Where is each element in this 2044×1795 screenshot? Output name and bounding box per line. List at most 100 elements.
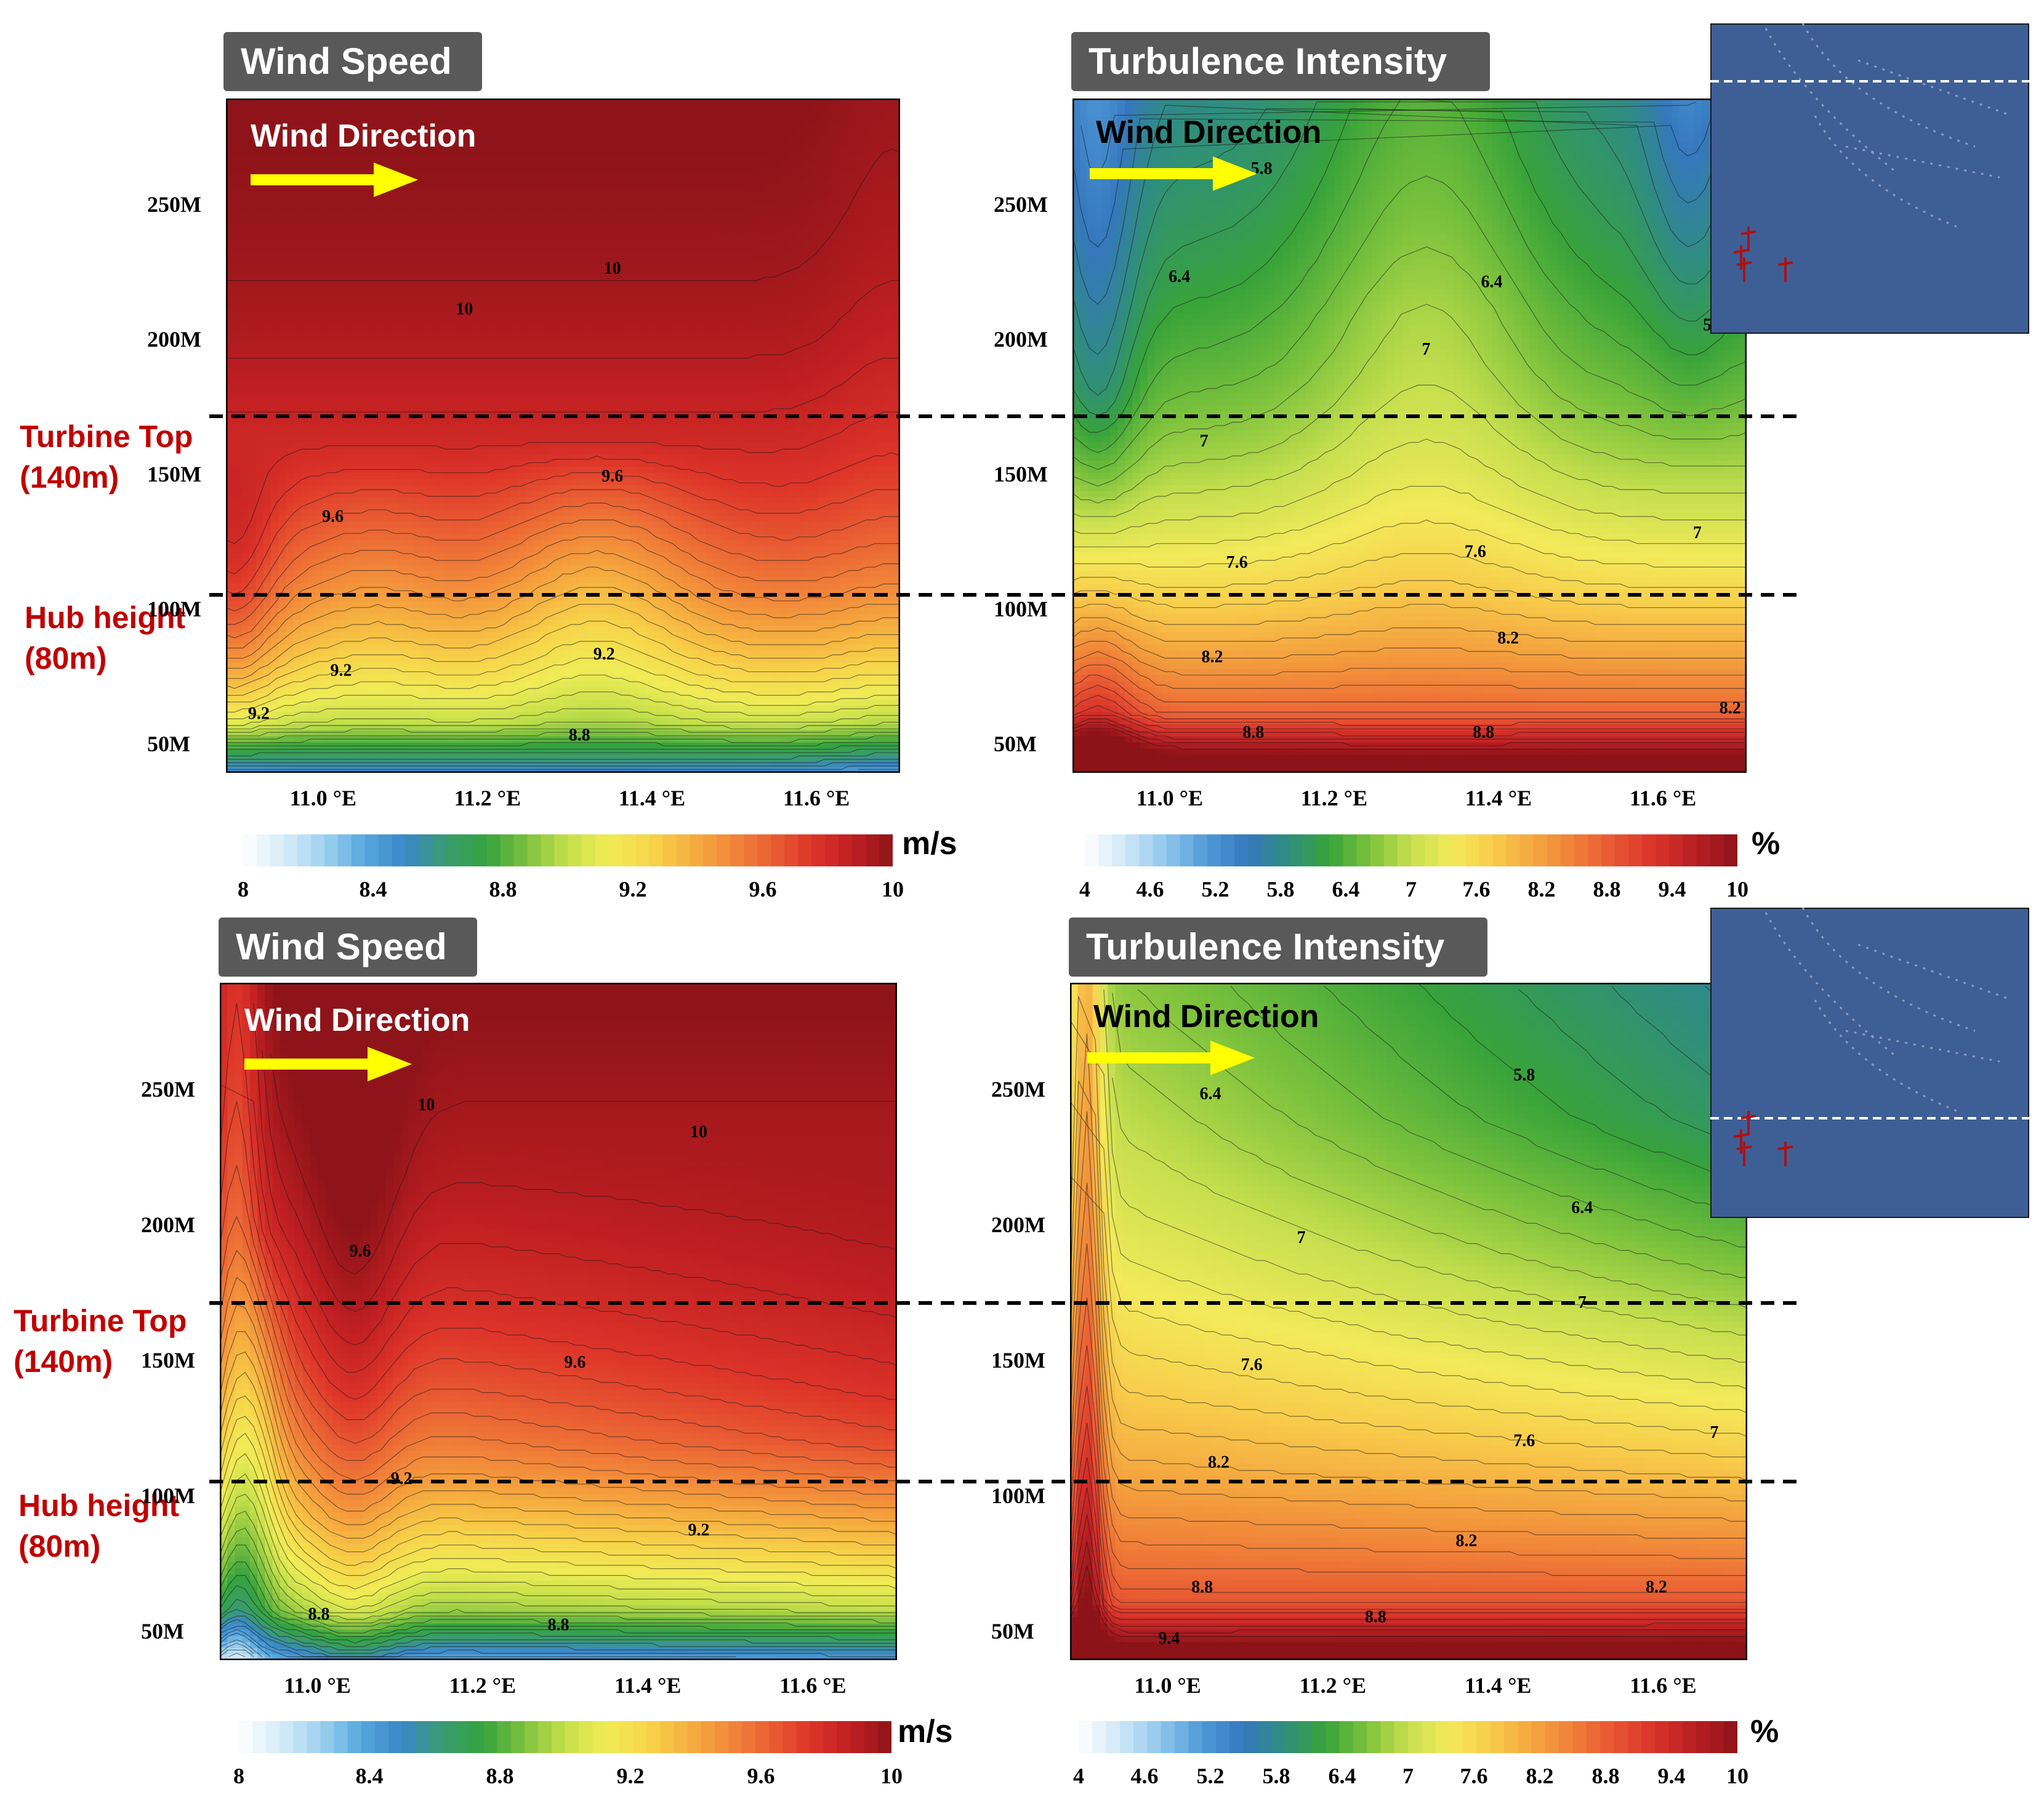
field-cell — [525, 552, 534, 559]
field-cell — [241, 521, 249, 528]
field-cell — [293, 203, 302, 209]
field-cell — [413, 638, 421, 645]
field-cell — [548, 754, 556, 761]
field-cell — [435, 539, 444, 547]
field-cell — [398, 209, 406, 216]
field-cell — [510, 546, 519, 553]
field-cell — [406, 184, 414, 191]
field-cell — [451, 264, 459, 271]
field-cell — [331, 442, 339, 448]
field-cell — [293, 423, 302, 430]
field-cell — [316, 356, 324, 363]
field-cell — [420, 619, 429, 626]
field-cell — [316, 313, 324, 320]
field-cell — [473, 539, 481, 547]
field-cell — [263, 405, 272, 412]
field-cell — [480, 251, 489, 259]
field-cell — [383, 147, 392, 155]
field-cell — [361, 570, 369, 578]
field-cell — [300, 454, 309, 461]
field-cell — [286, 466, 294, 473]
field-cell — [331, 190, 339, 197]
field-cell — [361, 337, 369, 344]
field-cell — [263, 423, 272, 430]
field-cell — [413, 491, 421, 498]
field-cell — [331, 539, 339, 547]
field-cell — [353, 337, 361, 344]
field-cell — [241, 466, 249, 473]
field-cell — [473, 147, 481, 155]
field-cell — [510, 313, 519, 320]
field-cell — [300, 116, 309, 124]
field-cell — [300, 386, 309, 393]
field-cell — [541, 650, 549, 657]
field-cell — [525, 344, 534, 350]
field-cell — [271, 699, 279, 706]
field-cell — [286, 638, 294, 645]
field-cell — [278, 705, 286, 712]
field-cell — [503, 711, 511, 718]
field-cell — [248, 632, 257, 639]
field-cell — [398, 435, 406, 443]
field-cell — [503, 687, 511, 694]
field-cell — [563, 558, 571, 565]
field-cell — [278, 368, 286, 375]
field-cell — [323, 674, 331, 682]
field-cell — [361, 104, 369, 111]
field-cell — [510, 380, 519, 387]
field-cell — [345, 699, 354, 706]
field-cell — [406, 141, 414, 148]
field-cell — [398, 166, 406, 173]
field-cell — [525, 288, 534, 296]
field-cell — [465, 172, 474, 179]
field-cell — [398, 497, 406, 504]
field-cell — [465, 693, 474, 700]
field-cell — [316, 196, 324, 203]
field-cell — [323, 509, 331, 516]
field-cell — [353, 203, 361, 209]
field-cell — [263, 282, 272, 289]
field-cell — [271, 245, 279, 252]
field-cell — [503, 116, 511, 124]
field-cell — [390, 668, 399, 676]
field-cell — [361, 558, 369, 565]
field-cell — [278, 619, 286, 626]
field-cell — [226, 595, 234, 602]
field-cell — [278, 313, 286, 320]
field-cell — [548, 417, 556, 424]
field-cell — [368, 411, 376, 418]
field-cell — [480, 135, 489, 142]
field-cell — [248, 564, 257, 571]
field-cell — [458, 724, 466, 730]
field-cell — [555, 742, 564, 749]
field-cell — [256, 110, 264, 118]
field-cell — [503, 380, 511, 387]
field-cell — [443, 184, 451, 191]
field-cell — [368, 643, 376, 651]
field-cell — [473, 552, 481, 559]
field-cell — [443, 680, 451, 688]
field-cell — [533, 411, 541, 418]
field-cell — [263, 270, 272, 277]
field-cell — [226, 172, 234, 179]
field-cell — [248, 521, 257, 528]
field-cell — [406, 386, 414, 393]
field-cell — [548, 276, 556, 283]
field-cell — [286, 662, 294, 669]
field-cell — [525, 705, 534, 712]
field-cell — [345, 233, 354, 240]
field-cell — [293, 687, 302, 694]
field-cell — [308, 668, 316, 676]
field-cell — [323, 656, 331, 663]
field-cell — [443, 319, 451, 326]
field-cell — [503, 429, 511, 437]
field-cell — [413, 239, 421, 246]
field-cell — [503, 643, 511, 651]
field-cell — [473, 350, 481, 357]
field-cell — [233, 251, 241, 259]
field-cell — [241, 638, 249, 645]
field-cell — [496, 227, 504, 234]
field-cell — [406, 331, 414, 338]
field-cell — [308, 129, 316, 136]
field-cell — [435, 589, 444, 595]
